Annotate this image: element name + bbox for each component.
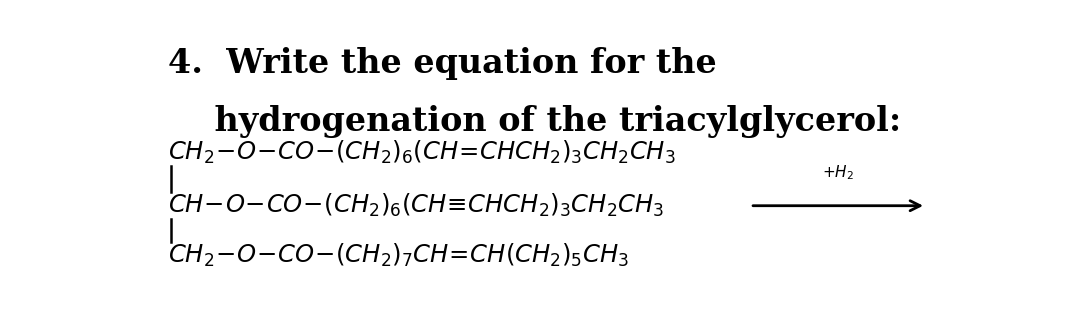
Text: $CH\!-\!O\!-\!CO\!-\!(CH_2)_6(CH\!\equiv\!CHCH_2)_3CH_2CH_3$: $CH\!-\!O\!-\!CO\!-\!(CH_2)_6(CH\!\equiv…: [168, 192, 664, 219]
Text: hydrogenation of the triacylglycerol:: hydrogenation of the triacylglycerol:: [168, 106, 902, 138]
Text: $+H_2$: $+H_2$: [822, 163, 854, 181]
Text: $CH_2\!-\!O\!-\!CO\!-\!(CH_2)_7CH\!=\!CH(CH_2)_5CH_3$: $CH_2\!-\!O\!-\!CO\!-\!(CH_2)_7CH\!=\!CH…: [168, 242, 630, 269]
Text: $CH_2\!-\!O\!-\!CO\!-\!(CH_2)_6(CH\!=\!CHCH_2)_3CH_2CH_3$: $CH_2\!-\!O\!-\!CO\!-\!(CH_2)_6(CH\!=\!C…: [168, 139, 676, 166]
Text: 4.  Write the equation for the: 4. Write the equation for the: [168, 47, 717, 80]
